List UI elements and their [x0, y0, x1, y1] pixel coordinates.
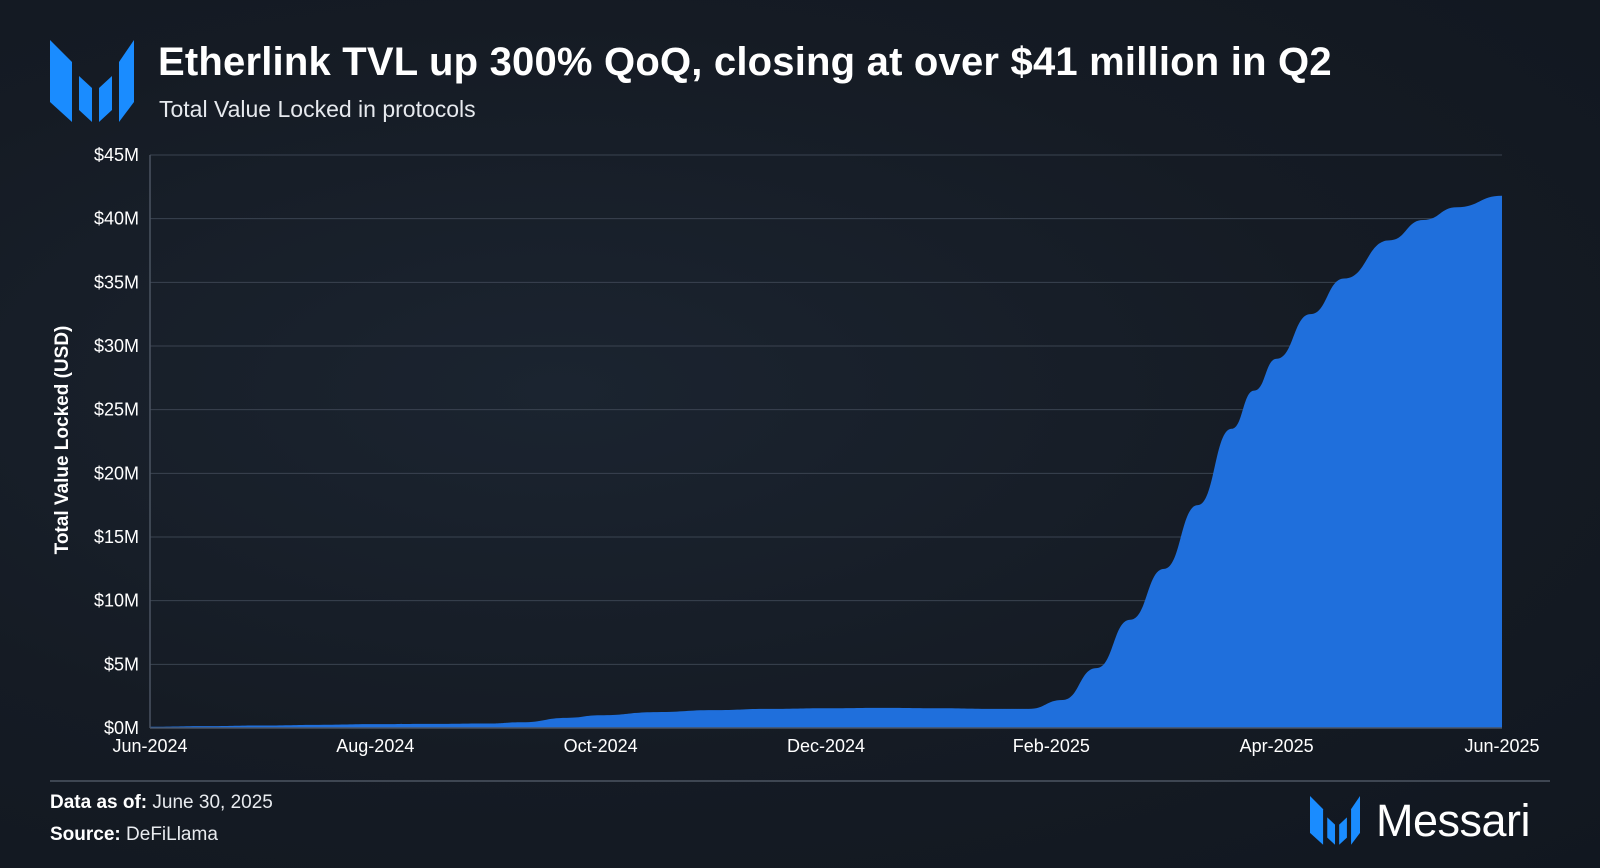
- messari-brand: Messari: [1310, 795, 1531, 846]
- data-as-of-label: Data as of:: [50, 792, 148, 813]
- y-tick-label: $45M: [94, 145, 139, 165]
- y-tick-label: $15M: [94, 527, 139, 547]
- chart-title: Etherlink TVL up 300% QoQ, closing at ov…: [158, 40, 1332, 84]
- messari-logo-icon: [1310, 796, 1360, 845]
- y-tick-label: $0M: [104, 718, 139, 738]
- x-tick-label: Jun-2024: [112, 736, 187, 756]
- x-tick-label: Dec-2024: [787, 736, 865, 756]
- footer-divider: [50, 780, 1550, 782]
- y-tick-label: $30M: [94, 336, 139, 356]
- x-tick-label: Jun-2025: [1464, 736, 1539, 756]
- source-value: DeFiLlama: [126, 824, 218, 845]
- data-as-of: Data as of: June 30, 2025: [50, 792, 273, 814]
- chart-subtitle: Total Value Locked in protocols: [159, 96, 476, 122]
- y-tick-label: $25M: [94, 400, 139, 420]
- x-tick-label: Oct-2024: [564, 736, 638, 756]
- y-tick-label: $35M: [94, 272, 139, 292]
- brand-name: Messari: [1376, 795, 1531, 846]
- x-tick-label: Feb-2025: [1013, 736, 1090, 756]
- messari-logo-icon: [50, 40, 134, 122]
- source: Source: DeFiLlama: [50, 824, 218, 846]
- y-tick-label: $40M: [94, 209, 139, 229]
- tvl-area-series: [150, 195, 1502, 728]
- axes: $0M $5M $10M $15M $20M $25M $30M $35M $40M $45M Ju…: [94, 145, 1540, 756]
- y-tick-label: $10M: [94, 591, 139, 611]
- y-tick-label: $5M: [104, 654, 139, 674]
- x-tick-label: Aug-2024: [336, 736, 414, 756]
- source-label: Source:: [50, 824, 121, 845]
- x-tick-label: Apr-2025: [1240, 736, 1314, 756]
- y-axis-label: Total Value Locked (USD): [52, 326, 73, 555]
- y-tick-label: $20M: [94, 463, 139, 483]
- data-as-of-value: June 30, 2025: [152, 792, 273, 813]
- tvl-area-chart: $0M $5M $10M $15M $20M $25M $30M $35M $40M $45M Ju…: [52, 145, 1540, 756]
